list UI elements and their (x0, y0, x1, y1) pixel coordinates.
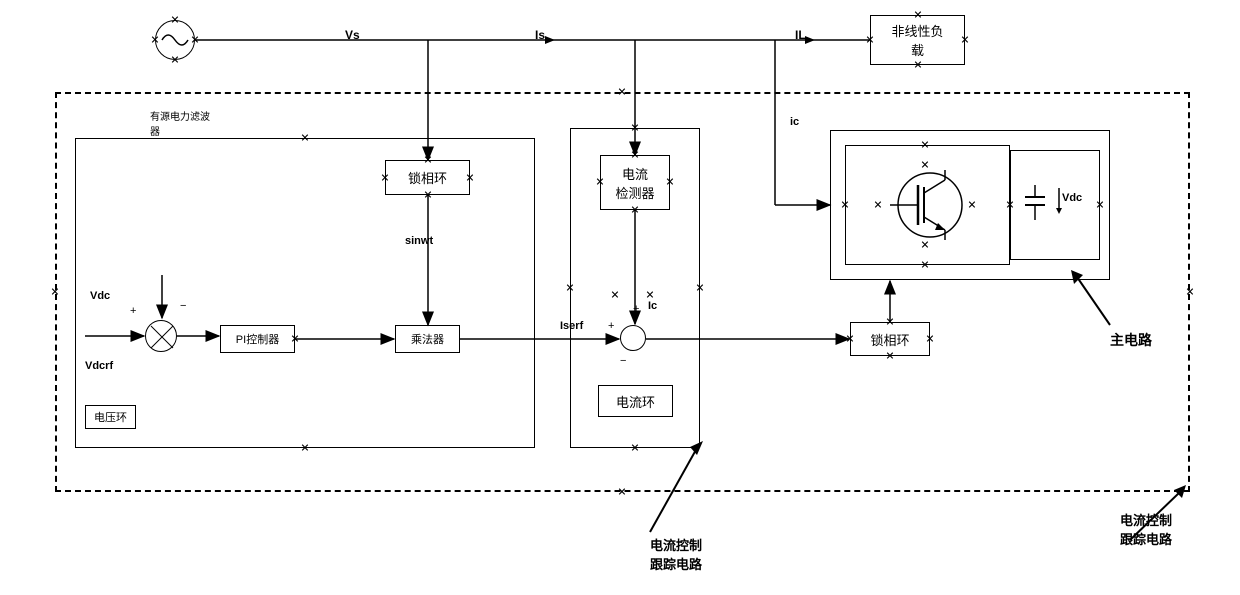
apf-block-diagram: 非线性负 载 电压环 有源电力滤波 器 + − Vdc Vdcrf PI控制器 … (0, 0, 1240, 595)
